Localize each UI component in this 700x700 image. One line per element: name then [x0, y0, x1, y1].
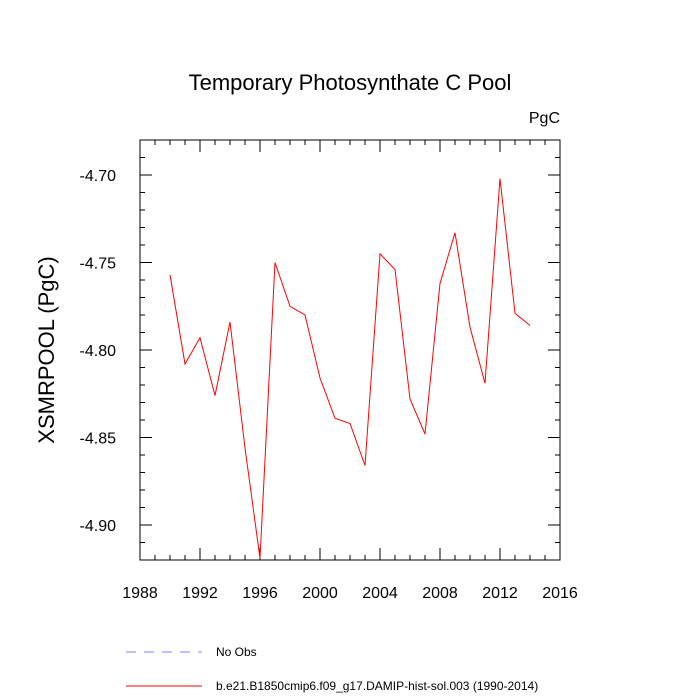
y-tick-label: -4.85: [80, 431, 117, 448]
series-group: [169, 178, 531, 559]
chart-title: Temporary Photosynthate C Pool: [189, 70, 512, 95]
legend-label-0: No Obs: [216, 645, 257, 659]
x-tick-label: 2012: [482, 585, 518, 602]
y-axis-label: XSMRPOOL (PgC): [34, 256, 59, 443]
y-tick-label: -4.75: [80, 256, 117, 273]
x-tick-label: 2000: [302, 585, 338, 602]
series-line-0: [169, 178, 531, 559]
legend: No Obs b.e21.B1850cmip6.f09_g17.DAMIP-his…: [126, 645, 538, 693]
y-tick-label: -4.80: [80, 343, 117, 360]
units-label: PgC: [529, 110, 560, 127]
x-tick-label: 1988: [122, 585, 158, 602]
y-tick-label: -4.70: [80, 168, 117, 185]
x-tick-label: 1996: [242, 585, 278, 602]
x-tick-label: 2016: [542, 585, 578, 602]
x-tick-label: 2008: [422, 585, 458, 602]
legend-label-1: b.e21.B1850cmip6.f09_g17.DAMIP-hist-sol.…: [216, 679, 538, 693]
axes: 1988 1992 1996 2000 2004 2008 2012 2016 -4.90 -4.…: [80, 139, 578, 602]
x-tick-label: 2004: [362, 585, 398, 602]
x-tick-label: 1992: [182, 585, 218, 602]
y-tick-label: -4.90: [80, 518, 117, 535]
